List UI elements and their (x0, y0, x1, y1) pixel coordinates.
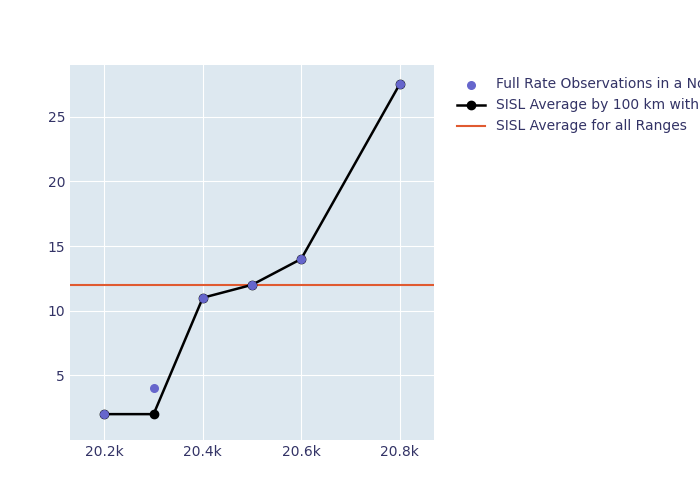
Full Rate Observations in a Normal Point (148, 384, 159, 392)
SISL Average by 100 km with STD (199, 295, 207, 301)
SISL Average by 100 km with STD (149, 411, 158, 417)
SISL Average by 100 km with STD (297, 256, 305, 262)
Legend: Full Rate Observations in a Normal Point, SISL Average by 100 km with STD, SISL : Full Rate Observations in a Normal Point… (452, 72, 700, 139)
SISL Average by 100 km with STD (248, 282, 256, 288)
Full Rate Observations in a Normal Point (99, 410, 110, 418)
Full Rate Observations in a Normal Point (295, 255, 307, 263)
Full Rate Observations in a Normal Point (246, 281, 258, 289)
Line: SISL Average by 100 km with STD: SISL Average by 100 km with STD (100, 80, 404, 418)
Full Rate Observations in a Normal Point (394, 80, 405, 88)
SISL Average by 100 km with STD (395, 82, 404, 87)
SISL Average by 100 km with STD (100, 411, 108, 417)
Full Rate Observations in a Normal Point (197, 294, 209, 302)
